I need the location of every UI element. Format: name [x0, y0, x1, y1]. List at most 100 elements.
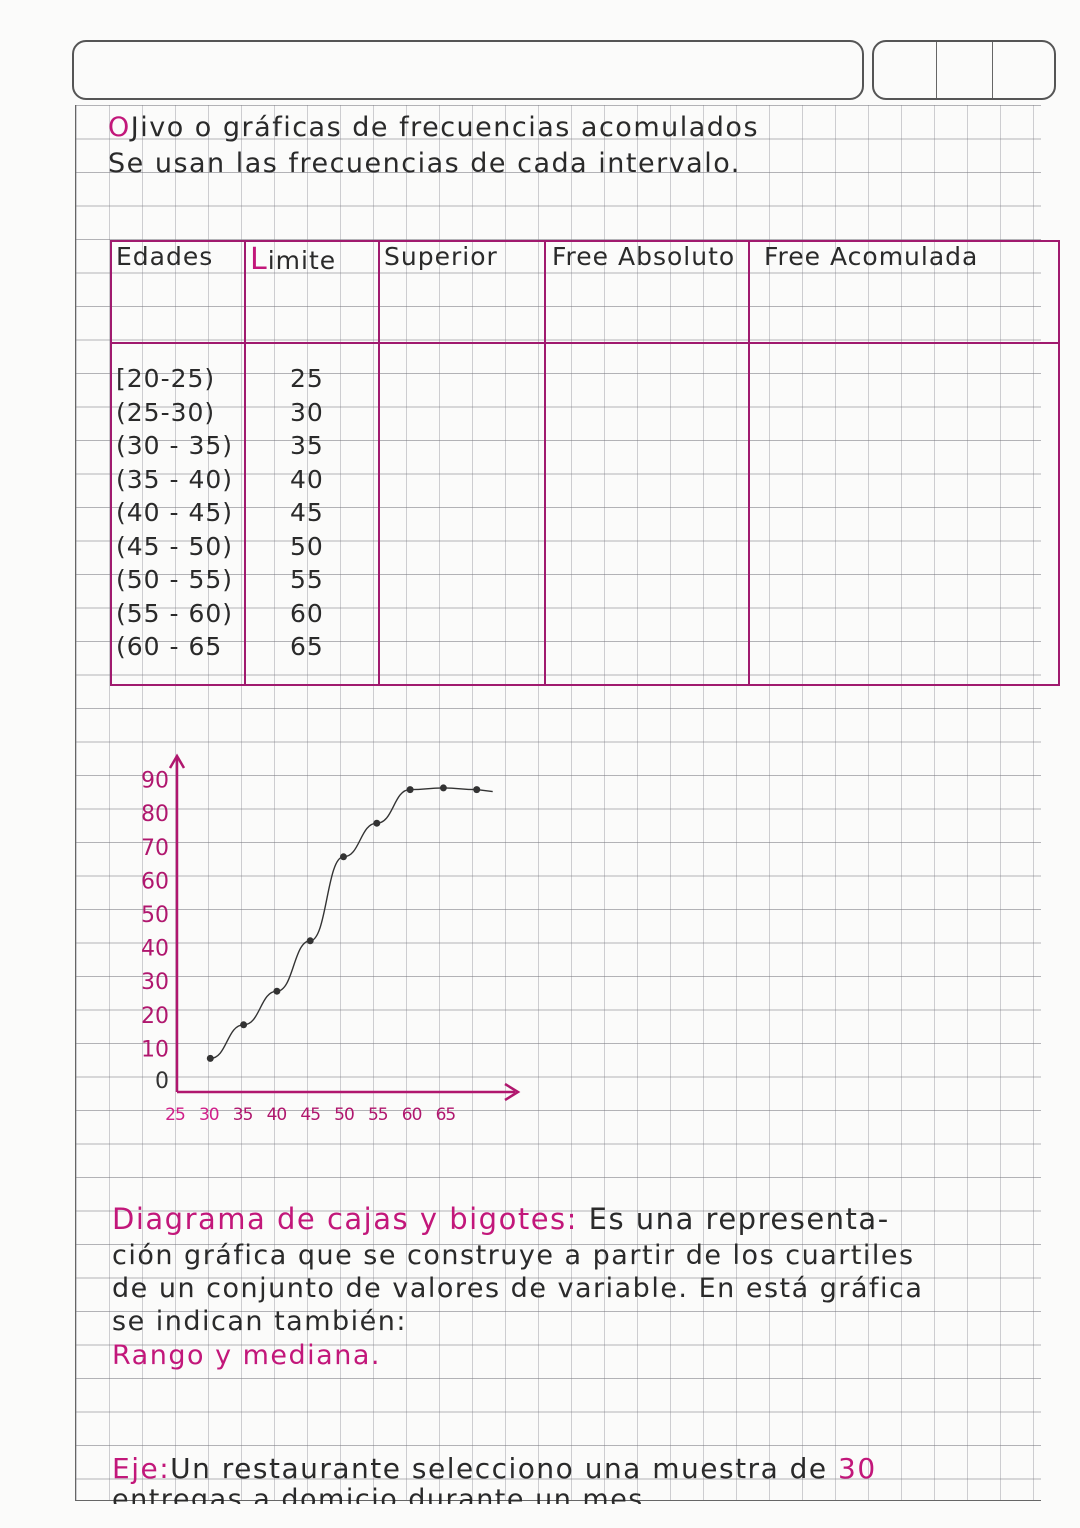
- definition-line-3a: de un conjunto de valores de variable.: [112, 1273, 689, 1304]
- y-tick-label: 70: [141, 836, 169, 861]
- upper-limit: 50: [244, 529, 380, 563]
- definition-term: Diagrama de cajas y bigotes:: [112, 1202, 578, 1236]
- empty-cell: [748, 529, 1060, 563]
- empty-cell: [748, 343, 1060, 396]
- empty-cell: [378, 395, 546, 429]
- empty-cell: [378, 496, 546, 530]
- col-edades: Edades: [110, 241, 246, 343]
- age-interval: (60 - 65: [110, 630, 246, 685]
- x-tick-label: 55: [368, 1105, 388, 1125]
- example-line-1: Eje:Un restaurante selecciono una muestr…: [112, 1452, 877, 1485]
- empty-cell: [378, 343, 546, 396]
- empty-cell: [378, 630, 546, 685]
- age-interval: (50 - 55): [110, 563, 246, 597]
- empty-cell: [748, 429, 1060, 463]
- heading-text: Jivo o gráficas de frecuencias acomulado…: [130, 112, 760, 143]
- upper-limit: 60: [244, 596, 380, 630]
- empty-cell: [748, 596, 1060, 630]
- empty-cell: [748, 395, 1060, 429]
- x-tick-label: 60: [402, 1105, 422, 1125]
- table-row: (55 - 60) 60: [110, 596, 1060, 630]
- empty-cell: [748, 630, 1060, 685]
- table-row: (45 - 50) 50: [110, 529, 1060, 563]
- upper-limit: 40: [244, 462, 380, 496]
- data-point: [206, 1054, 214, 1062]
- table-row: (50 - 55) 55: [110, 563, 1060, 597]
- table-row: [20-25) 25: [110, 343, 1060, 396]
- data-point: [273, 987, 281, 995]
- empty-cell: [378, 563, 546, 597]
- ojiva-chart: 0 10 20 30 40 50 60 70 80 90 25 30 35 40 45 50 55 60 65: [141, 753, 521, 1125]
- col-limite: Limite: [244, 241, 380, 343]
- ojiva-line: [210, 787, 493, 1060]
- data-point: [373, 819, 381, 827]
- age-interval: (45 - 50): [110, 529, 246, 563]
- definition-line-4: se indican también:: [112, 1306, 407, 1337]
- x-tick-label: 30: [199, 1105, 219, 1125]
- table-row: (30 - 35) 35: [110, 429, 1060, 463]
- col-free-absoluto: Free Absoluto: [544, 241, 750, 343]
- table-row: (25-30) 30: [110, 395, 1060, 429]
- x-tick-label: 50: [334, 1105, 354, 1125]
- age-interval: (35 - 40): [110, 462, 246, 496]
- definition-rest: Es una representa-: [588, 1202, 890, 1236]
- upper-limit: 55: [244, 563, 380, 597]
- date-box: [872, 40, 1056, 100]
- x-tick-label: 45: [300, 1105, 320, 1125]
- frequency-table: Edades Limite Superior Free Absoluto Fre…: [110, 240, 1060, 686]
- empty-cell: [544, 429, 750, 463]
- data-point: [406, 786, 414, 794]
- empty-cell: [378, 429, 546, 463]
- heading-initial: O: [108, 112, 131, 143]
- x-tick-label: 35: [233, 1105, 253, 1125]
- x-axis-arrow-icon: [504, 1082, 521, 1102]
- empty-cell: [544, 462, 750, 496]
- upper-limit: 65: [244, 630, 380, 685]
- age-interval: (55 - 60): [110, 596, 246, 630]
- example-number: 30: [838, 1452, 877, 1485]
- example-text: Un restaurante selecciono una muestra de: [170, 1452, 828, 1485]
- empty-cell: [378, 596, 546, 630]
- example-line-2: entregas a domicio durante un mes: [112, 1484, 644, 1504]
- data-point: [306, 937, 314, 945]
- y-tick-label: 90: [141, 769, 169, 794]
- data-point: [439, 784, 447, 792]
- empty-cell: [378, 529, 546, 563]
- empty-cell: [748, 496, 1060, 530]
- x-tick-label: 25: [165, 1105, 185, 1125]
- header-box: [72, 40, 864, 100]
- col-limite-label: imite: [267, 246, 337, 275]
- y-tick-label: 40: [141, 937, 169, 962]
- y-tick-label: 20: [141, 1004, 169, 1029]
- empty-cell: [544, 563, 750, 597]
- table-row: (35 - 40) 40: [110, 462, 1060, 496]
- empty-cell: [544, 343, 750, 396]
- upper-limit: 30: [244, 395, 380, 429]
- upper-limit: 45: [244, 496, 380, 530]
- age-interval: (30 - 35): [110, 429, 246, 463]
- empty-cell: [544, 596, 750, 630]
- example-label: Eje:: [112, 1452, 171, 1485]
- x-tick-label: 40: [267, 1105, 287, 1125]
- data-point: [340, 853, 347, 861]
- col-free-acomulada: Free Acomulada: [748, 241, 1060, 343]
- age-interval: (25-30): [110, 395, 246, 429]
- age-interval: (40 - 45): [110, 496, 246, 530]
- age-interval: [20-25): [110, 343, 246, 396]
- heading-line-1: OJivo o gráficas de frecuencias acomulad…: [108, 112, 759, 143]
- y-tick-label: 10: [141, 1037, 169, 1062]
- y-tick-label: 80: [141, 802, 169, 827]
- y-tick-label: 60: [141, 869, 169, 894]
- definition-line-3b: En está gráfica: [698, 1273, 924, 1304]
- data-point: [240, 1021, 248, 1029]
- definition-line-5: Rango y mediana.: [112, 1340, 381, 1371]
- empty-cell: [544, 529, 750, 563]
- data-point: [473, 786, 481, 794]
- empty-cell: [748, 462, 1060, 496]
- col-superior: Superior: [378, 241, 546, 343]
- empty-cell: [544, 630, 750, 685]
- empty-cell: [544, 395, 750, 429]
- empty-cell: [378, 462, 546, 496]
- upper-limit: 25: [244, 343, 380, 396]
- table-row: (60 - 65 65: [110, 630, 1060, 685]
